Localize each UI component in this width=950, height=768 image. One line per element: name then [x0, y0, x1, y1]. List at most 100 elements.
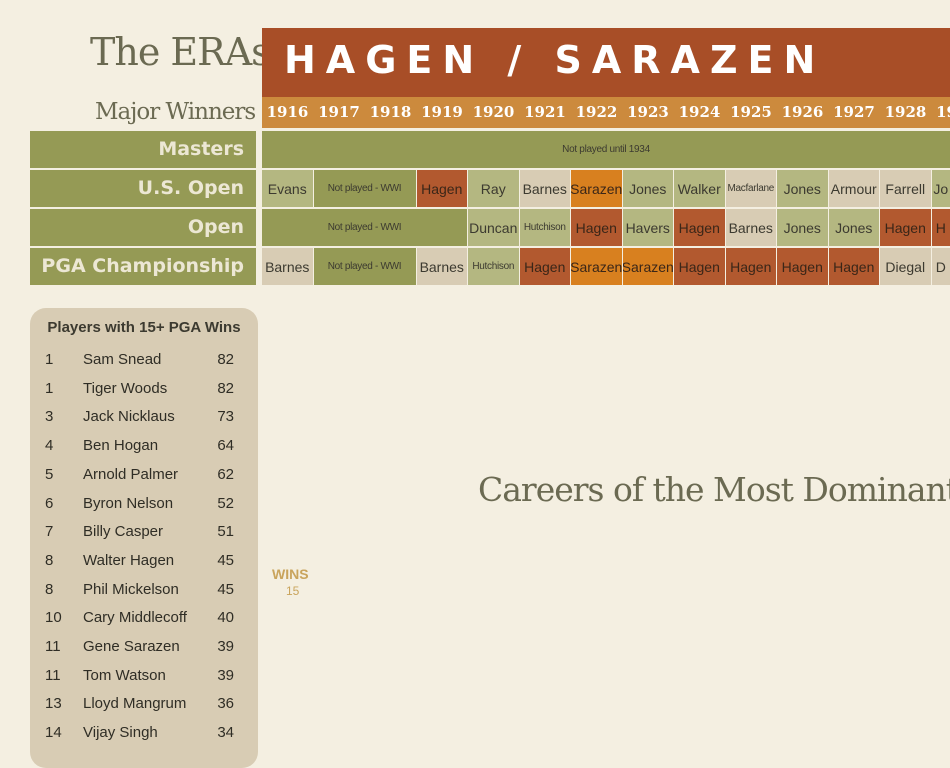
winner-cell: Jones	[777, 209, 828, 246]
player-name: Sam Snead	[83, 351, 161, 368]
winner-cell: Sarazen	[571, 170, 622, 207]
winner-cell: Hagen	[520, 248, 571, 285]
player-row: 8 Phil Mickelson 45	[30, 581, 258, 609]
player-wins: 45	[217, 581, 234, 598]
winner-cell: Barnes	[417, 248, 468, 285]
player-rank: 14	[45, 724, 62, 741]
year-label: 1925	[726, 103, 777, 121]
winner-cell: Evans	[262, 170, 313, 207]
winner-cell: Jones	[623, 170, 674, 207]
year-label: 1924	[674, 103, 725, 121]
player-rank: 8	[45, 552, 53, 569]
player-wins: 73	[217, 408, 234, 425]
winner-cell: Havers	[623, 209, 674, 246]
player-wins: 82	[217, 351, 234, 368]
player-row: 8 Walter Hagen 45	[30, 552, 258, 580]
winner-cell: Hagen	[674, 209, 725, 246]
player-rank: 10	[45, 609, 62, 626]
player-name: Byron Nelson	[83, 495, 173, 512]
year-label: 1922	[571, 103, 622, 121]
player-name: Tiger Woods	[83, 380, 167, 397]
player-wins: 82	[217, 380, 234, 397]
winner-cell: Barnes	[726, 209, 777, 246]
year-label: 1916	[262, 103, 313, 121]
player-name: Vijay Singh	[83, 724, 158, 741]
winner-cell: Not played - WWI	[314, 170, 416, 207]
winner-cell: Hagen	[726, 248, 777, 285]
winner-cell: Duncan	[468, 209, 519, 246]
players-panel-title: Players with 15+ PGA Wins	[30, 319, 258, 336]
careers-title: Careers of the Most Dominant G	[478, 470, 950, 509]
year-label: 1927	[829, 103, 880, 121]
player-wins: 39	[217, 667, 234, 684]
year-label: 1926	[777, 103, 828, 121]
player-rank: 5	[45, 466, 53, 483]
player-row: 6 Byron Nelson 52	[30, 495, 258, 523]
winner-cell: Armour	[829, 170, 880, 207]
row-label: U.S. Open	[30, 170, 256, 207]
winner-cell: Hutchison	[520, 209, 571, 246]
year-label: 1928	[880, 103, 931, 121]
player-name: Tom Watson	[83, 667, 166, 684]
year-label: 1921	[520, 103, 571, 121]
winner-cell: Not played - WWI	[314, 248, 416, 285]
winner-cell: Jo	[932, 170, 950, 207]
winner-cell: Hagen	[777, 248, 828, 285]
winner-cell: Ray	[468, 170, 519, 207]
winner-cell: Not played until 1934	[262, 131, 950, 168]
era-banner: HAGEN / SARAZEN	[262, 28, 950, 97]
wins-axis-label: WINS	[272, 566, 309, 582]
player-name: Phil Mickelson	[83, 581, 179, 598]
player-name: Lloyd Mangrum	[83, 695, 186, 712]
winner-cell: Barnes	[262, 248, 313, 285]
player-rank: 1	[45, 380, 53, 397]
player-rank: 11	[45, 638, 61, 655]
year-label: 1918	[365, 103, 416, 121]
winner-cell: H	[932, 209, 950, 246]
year-label: 1919	[417, 103, 468, 121]
page-title: The ERAs	[90, 30, 270, 74]
player-name: Jack Nicklaus	[83, 408, 175, 425]
row-label: Open Championship	[30, 209, 256, 246]
player-wins: 40	[217, 609, 234, 626]
player-rank: 13	[45, 695, 62, 712]
player-wins: 52	[217, 495, 234, 512]
winner-cell: Jones	[829, 209, 880, 246]
row-label: PGA Championship	[30, 248, 256, 285]
winner-cell: Sarazen	[571, 248, 622, 285]
year-label: 1923	[623, 103, 674, 121]
winner-cell: D	[932, 248, 950, 285]
winner-cell: Hagen	[880, 209, 931, 246]
player-wins: 64	[217, 437, 234, 454]
winner-cell: Diegal	[880, 248, 931, 285]
year-label: 1920	[468, 103, 519, 121]
winner-cell: Jones	[777, 170, 828, 207]
winner-cell: Hagen	[829, 248, 880, 285]
winner-cell: Walker	[674, 170, 725, 207]
player-rank: 7	[45, 523, 53, 540]
player-rank: 8	[45, 581, 53, 598]
year-label: 1917	[314, 103, 365, 121]
winner-cell: Barnes	[520, 170, 571, 207]
row-label: Masters	[30, 131, 256, 168]
winner-cell: Hagen	[571, 209, 622, 246]
winner-cell: Hutchison	[468, 248, 519, 285]
player-row: 1 Tiger Woods 82	[30, 380, 258, 408]
player-rank: 6	[45, 495, 53, 512]
page-subtitle: Major Winners	[95, 99, 255, 125]
player-wins: 51	[217, 523, 234, 540]
player-name: Walter Hagen	[83, 552, 174, 569]
player-rank: 4	[45, 437, 53, 454]
player-wins: 45	[217, 552, 234, 569]
winner-cell: Hagen	[417, 170, 468, 207]
winner-cell: Not played - WWI	[262, 209, 467, 246]
player-wins: 36	[217, 695, 234, 712]
